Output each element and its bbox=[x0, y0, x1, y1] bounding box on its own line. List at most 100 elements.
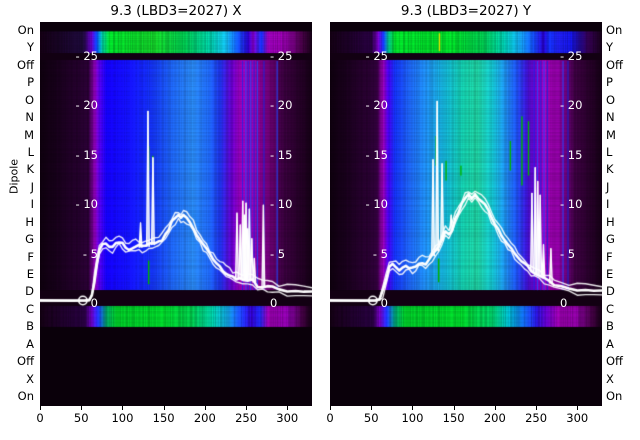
category-label: D bbox=[25, 284, 34, 299]
category-label: G bbox=[606, 232, 615, 247]
inner-y-tick-label: - 15 bbox=[560, 147, 583, 162]
category-label: I bbox=[606, 197, 610, 212]
category-label: P bbox=[27, 75, 34, 90]
panel-y: 9.3 (LBD3=2027) Y 0 50 100 150 200 250 300 0 - … bbox=[326, 0, 602, 440]
category-label: On bbox=[17, 23, 34, 37]
x-axis-tick-label: 300 bbox=[276, 411, 299, 425]
x-axis-tick-label: 250 bbox=[235, 411, 258, 425]
x-axis-tick-label: 0 bbox=[326, 411, 334, 425]
category-label: M bbox=[606, 127, 616, 142]
y-axis-label: Dipole bbox=[7, 158, 21, 195]
inner-y-tick-label: 0 bbox=[90, 296, 98, 310]
category-label: Off bbox=[606, 57, 623, 72]
category-label: On bbox=[606, 23, 623, 37]
x-axis-tick bbox=[453, 406, 455, 410]
category-label: X bbox=[26, 371, 34, 386]
panel-x: 9.3 (LBD3=2027) X 0 50 100 150 200 250 300 0 - … bbox=[36, 0, 312, 440]
category-label: Y bbox=[606, 40, 614, 55]
x-axis-tick-label: 150 bbox=[152, 411, 175, 425]
category-label: C bbox=[606, 301, 615, 316]
x-axis-tick-label: 150 bbox=[442, 411, 465, 425]
x-axis-tick-label: 50 bbox=[73, 411, 89, 425]
inner-y-tick-label: - 20 bbox=[75, 98, 98, 113]
category-label: N bbox=[606, 110, 615, 125]
category-label: On bbox=[606, 389, 623, 403]
inner-y-tick-label: - 15 bbox=[365, 147, 388, 162]
category-label: L bbox=[27, 145, 34, 159]
heatmap-y[interactable] bbox=[330, 22, 602, 406]
x-axis-tick bbox=[371, 406, 373, 410]
x-axis-tick-label: 200 bbox=[193, 411, 216, 425]
inner-y-tick-label: 0 bbox=[380, 296, 388, 310]
category-label: D bbox=[606, 284, 615, 299]
category-label: O bbox=[24, 92, 34, 107]
category-labels-right: On Y Off P O N M L K J I H G F E D C B A Off X On bbox=[606, 0, 640, 440]
inner-y-tick-label: - 5 bbox=[82, 246, 98, 261]
x-axis-tick bbox=[122, 406, 124, 410]
category-label: A bbox=[606, 336, 614, 351]
category-label: Off bbox=[17, 57, 34, 72]
x-axis-panel-x: 0 50 100 150 200 250 300 bbox=[36, 406, 312, 440]
inner-y-tick-label: - 10 bbox=[365, 197, 388, 212]
category-label: B bbox=[26, 319, 34, 334]
inner-y-tick-label: 0 bbox=[560, 296, 568, 310]
inner-y-tick-label: - 5 bbox=[372, 246, 388, 261]
inner-y-tick-label: - 25 bbox=[270, 49, 293, 63]
x-axis-tick bbox=[163, 406, 165, 410]
category-label: Off bbox=[17, 354, 34, 369]
category-label: B bbox=[606, 319, 614, 334]
inner-y-tick-label: - 5 bbox=[560, 246, 576, 261]
category-label: K bbox=[606, 162, 614, 177]
category-label: N bbox=[25, 110, 34, 125]
inner-y-tick-label: - 25 bbox=[75, 49, 98, 63]
panel-y-title: 9.3 (LBD3=2027) Y bbox=[400, 3, 532, 19]
category-label: I bbox=[30, 197, 34, 212]
category-label: J bbox=[30, 179, 34, 194]
inner-y-tick-label: - 10 bbox=[75, 197, 98, 212]
inner-y-tick-label: - 10 bbox=[560, 197, 583, 212]
x-axis-tick-label: 250 bbox=[525, 411, 548, 425]
x-axis-tick bbox=[287, 406, 289, 410]
x-axis-tick bbox=[204, 406, 206, 410]
x-axis-tick bbox=[40, 406, 41, 410]
category-label: A bbox=[26, 336, 34, 351]
x-axis-tick bbox=[536, 406, 538, 410]
category-label: K bbox=[26, 162, 34, 177]
x-axis-panel-y: 0 50 100 150 200 250 300 bbox=[326, 406, 602, 440]
x-axis-tick bbox=[412, 406, 414, 410]
category-label: O bbox=[606, 92, 616, 107]
x-axis-tick-label: 300 bbox=[566, 411, 589, 425]
inner-y-tick-label: - 25 bbox=[365, 49, 388, 63]
heatmap-x[interactable] bbox=[40, 22, 312, 406]
category-label: L bbox=[606, 145, 613, 159]
category-label: X bbox=[606, 371, 614, 386]
category-label: H bbox=[606, 214, 615, 229]
category-label: Y bbox=[26, 40, 34, 55]
category-label: F bbox=[27, 249, 34, 264]
x-axis-tick bbox=[577, 406, 579, 410]
category-label: F bbox=[606, 249, 613, 264]
category-label: Off bbox=[606, 354, 623, 369]
x-axis-tick-label: 100 bbox=[401, 411, 424, 425]
category-label: On bbox=[17, 389, 34, 403]
x-axis-tick-label: 200 bbox=[483, 411, 506, 425]
inner-y-tick-label: - 10 bbox=[270, 197, 293, 212]
category-label: J bbox=[606, 179, 610, 194]
x-axis-tick-label: 100 bbox=[111, 411, 134, 425]
x-axis-tick bbox=[494, 406, 496, 410]
inner-y-tick-label: - 15 bbox=[75, 147, 98, 162]
inner-y-tick-label: - 5 bbox=[270, 246, 286, 261]
x-axis-tick-label: 50 bbox=[363, 411, 379, 425]
category-label: P bbox=[606, 75, 613, 90]
category-label: M bbox=[24, 127, 34, 142]
category-labels-left: On Y Off P O N M L K J I H G F E D C B A Off X On bbox=[0, 0, 34, 440]
category-label: E bbox=[606, 267, 614, 281]
inner-y-tick-label: - 20 bbox=[365, 98, 388, 113]
x-axis-tick-label: 0 bbox=[36, 411, 44, 425]
inner-y-tick-label: 0 bbox=[270, 296, 278, 310]
inner-y-tick-label: - 20 bbox=[270, 98, 293, 113]
category-label: H bbox=[25, 214, 34, 229]
x-axis-tick bbox=[246, 406, 248, 410]
category-label: C bbox=[25, 301, 34, 316]
